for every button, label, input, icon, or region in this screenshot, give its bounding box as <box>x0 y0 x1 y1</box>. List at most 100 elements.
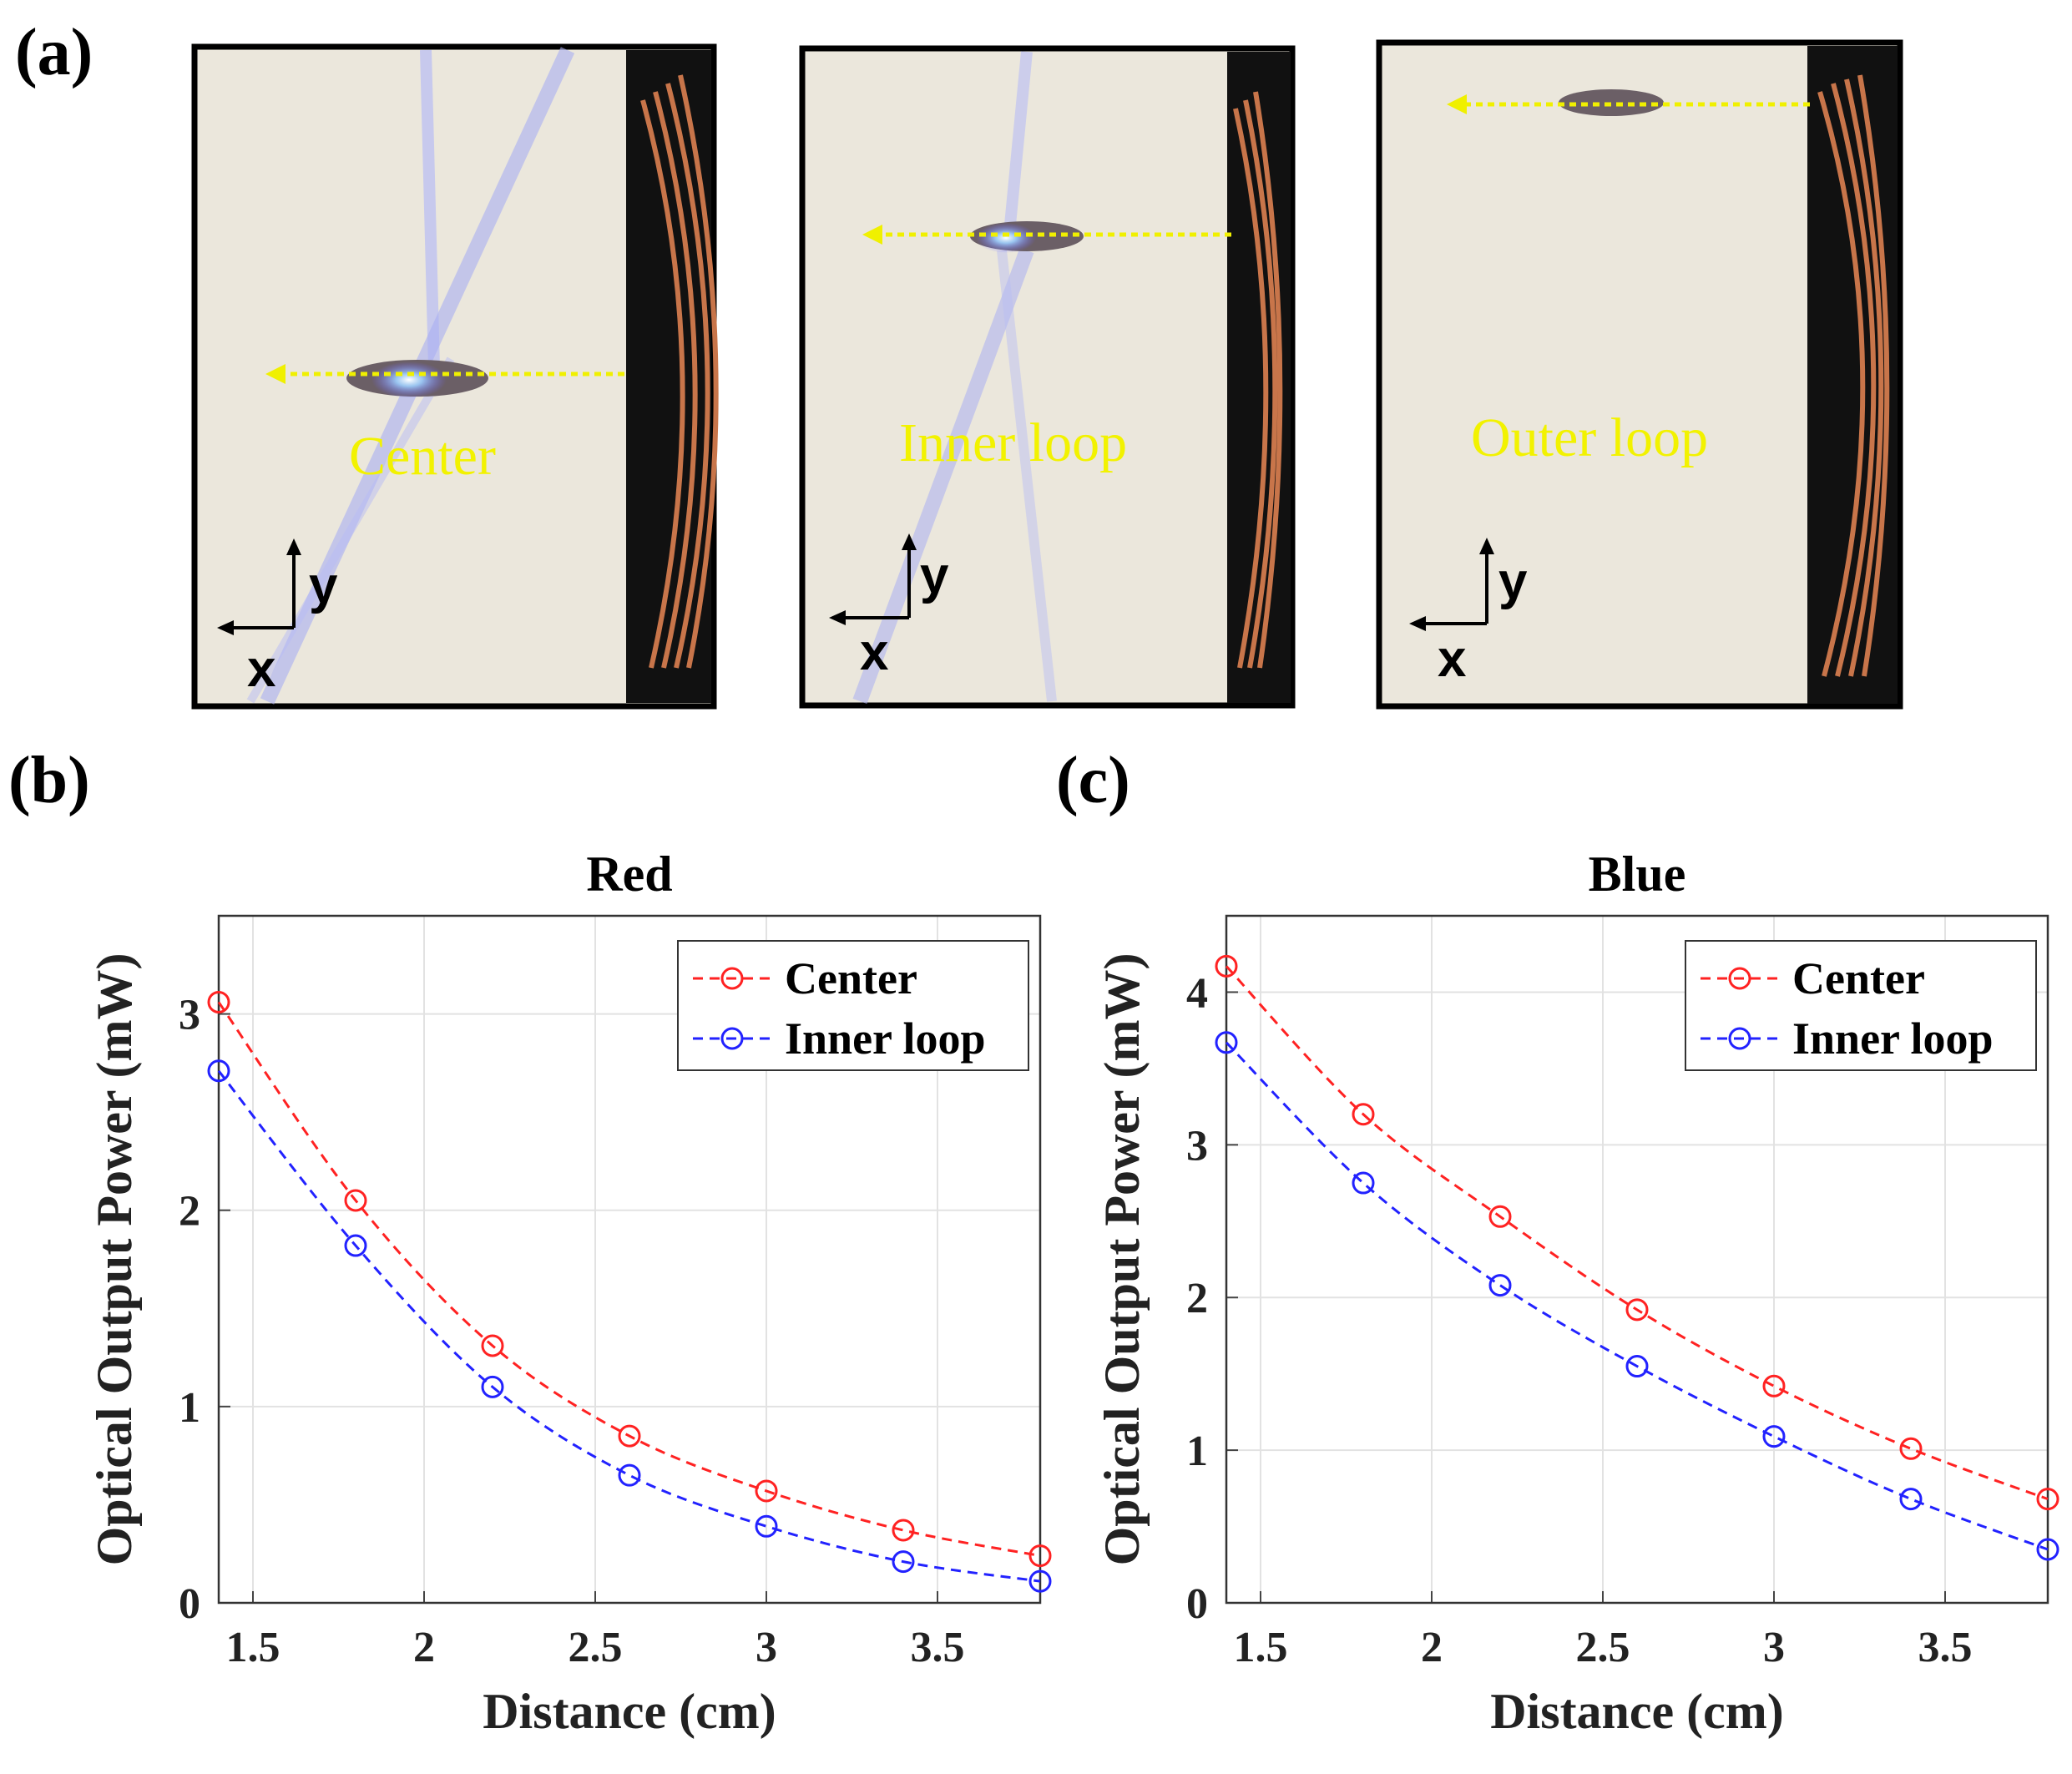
data-point <box>1215 1031 1238 1054</box>
axis-letter-y: y <box>309 557 338 614</box>
axis-letter-x: x <box>1438 630 1467 688</box>
y-axis-title: Optical Output Power (mW) <box>1094 953 1150 1566</box>
data-point <box>618 1463 641 1487</box>
x-axis-title: Distance (cm) <box>1490 1684 1784 1739</box>
data-point <box>1762 1425 1786 1448</box>
chart-title: Blue <box>1589 847 1686 902</box>
y-tick-label: 2 <box>1186 1275 1208 1322</box>
data-point <box>207 1059 230 1083</box>
legend-swatch-marker <box>720 967 744 990</box>
data-point <box>1215 954 1238 978</box>
photo-outer-loop: Outer loop y x <box>1376 39 1903 710</box>
coil-wires <box>1817 74 1890 677</box>
data-point <box>1028 1569 1052 1593</box>
legend-label: Inner loop <box>1792 1013 1994 1064</box>
chart-blue: 1.5 2 2.5 3 3.5 0 1 2 3 4 Blue Distance (cm) Optical… <box>1094 847 2059 1739</box>
data-point <box>481 1334 504 1357</box>
legend-label: Center <box>1792 953 1925 1003</box>
legend-swatch-marker <box>1728 967 1751 990</box>
data-point <box>1488 1205 1512 1228</box>
data-point <box>1028 1544 1052 1568</box>
data-point <box>344 1189 367 1212</box>
series-line-0 <box>217 1001 1041 1558</box>
x-tick-label: 2 <box>413 1624 435 1671</box>
light-beam <box>420 49 440 368</box>
legend-label: Inner loop <box>785 1013 986 1064</box>
legend-label: Center <box>785 953 917 1003</box>
photo-inner-loop: Inner loop y x <box>799 45 1296 709</box>
x-tick-label: 1.5 <box>226 1624 280 1671</box>
photo-center: Center y x <box>191 43 719 710</box>
y-tick-label: 4 <box>1186 969 1208 1017</box>
motion-arrow-head <box>1447 94 1467 114</box>
data-point <box>2036 1488 2059 1511</box>
plot-frame <box>1225 914 2049 1605</box>
legend-swatch-marker <box>1728 1027 1751 1050</box>
data-point <box>344 1234 367 1257</box>
data-point <box>1899 1488 1923 1511</box>
data-point <box>1488 1274 1512 1297</box>
axis-arrow-y-head <box>902 533 917 550</box>
coil-wires <box>1233 91 1283 669</box>
light-beam <box>852 247 1034 705</box>
plot-frame <box>217 914 1042 1605</box>
axis-letter-x: x <box>860 624 889 681</box>
axis-letter-y: y <box>920 547 949 604</box>
axis-arrow-x-head <box>217 620 234 635</box>
series-line-1 <box>217 1069 1041 1583</box>
x-tick-label: 2.5 <box>1576 1624 1630 1671</box>
axis-arrow-y-head <box>1479 538 1494 554</box>
axis-arrow-y-head <box>286 538 301 555</box>
light-beam <box>1003 51 1033 243</box>
y-axis-title: Optical Output Power (mW) <box>87 953 142 1566</box>
led-glow <box>976 223 1036 253</box>
y-tick-label: 0 <box>179 1580 200 1628</box>
panel-label-a: (a) <box>15 16 93 89</box>
motion-arrow-head <box>265 364 286 384</box>
x-tick-label: 3.5 <box>1918 1624 1973 1671</box>
series-line-1 <box>1225 1041 2049 1551</box>
y-tick-label: 0 <box>1186 1580 1208 1628</box>
chart-title: Red <box>586 847 672 902</box>
data-point <box>1352 1171 1375 1195</box>
x-tick-label: 3 <box>756 1624 777 1671</box>
data-point <box>892 1550 915 1574</box>
data-point <box>1762 1374 1786 1397</box>
data-point <box>1352 1103 1375 1126</box>
legend-swatch-marker <box>720 1027 744 1050</box>
data-point <box>207 990 230 1013</box>
photo-frame <box>799 45 1296 709</box>
axis-arrow-x-head <box>829 610 846 625</box>
data-point <box>1899 1437 1923 1460</box>
x-tick-label: 1.5 <box>1234 1624 1288 1671</box>
panel-label-c: (c) <box>1056 744 1130 817</box>
x-tick-label: 2 <box>1421 1624 1443 1671</box>
data-point <box>481 1375 504 1398</box>
axis-arrow-x-head <box>1409 616 1426 631</box>
y-tick-label: 3 <box>1186 1122 1208 1170</box>
data-point <box>892 1519 915 1542</box>
y-tick-label: 1 <box>1186 1428 1208 1475</box>
data-point <box>2036 1538 2059 1561</box>
axis-letter-x: x <box>247 640 276 698</box>
y-tick-label: 2 <box>179 1188 200 1236</box>
x-tick-label: 3 <box>1763 1624 1785 1671</box>
axis-letter-y: y <box>1498 553 1528 610</box>
y-tick-label: 3 <box>179 992 200 1039</box>
chart-red: 1.5 2 2.5 3 3.5 0 1 2 3 Red Distance (cm) Optical O… <box>87 847 1052 1739</box>
coil-wires <box>640 74 719 669</box>
motion-arrow-head <box>862 225 882 245</box>
photo-label: Inner loop <box>899 412 1127 473</box>
data-point <box>1625 1298 1649 1322</box>
data-point <box>1625 1355 1649 1378</box>
x-tick-label: 2.5 <box>569 1624 623 1671</box>
y-tick-label: 1 <box>179 1384 200 1432</box>
light-beam <box>997 250 1057 702</box>
x-tick-label: 3.5 <box>911 1624 965 1671</box>
led-glow <box>371 361 447 398</box>
data-point <box>755 1479 778 1503</box>
light-beam <box>246 356 455 704</box>
photo-label: Center <box>349 426 496 487</box>
photo-label: Outer loop <box>1471 407 1708 468</box>
